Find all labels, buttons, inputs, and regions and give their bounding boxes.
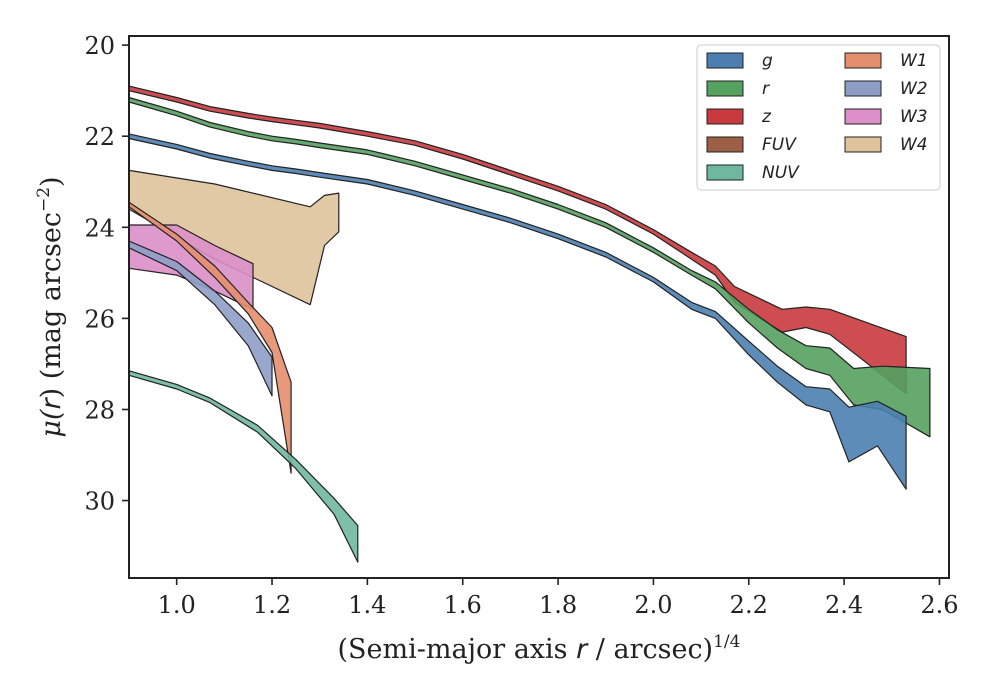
x-tick-label: 2.4 [825, 591, 863, 619]
band-w1 [128, 201, 292, 474]
legend-label-nuv: NUV [762, 163, 800, 183]
x-tick-label: 1.0 [158, 591, 196, 619]
legend-label-w1: W1 [900, 51, 928, 71]
x-axis-ticks: 1.0 1.2 1.4 1.6 1.8 2.0 2.2 2.4 2.6 [158, 578, 959, 619]
y-tick-label: 30 [84, 488, 115, 516]
legend-swatch-r [706, 80, 744, 97]
band-nuv [128, 370, 359, 563]
legend-label-z: z [761, 107, 772, 127]
x-tick-label: 1.4 [348, 591, 386, 619]
legend-label-w2: W2 [900, 79, 928, 99]
plot-frame [128, 35, 950, 579]
legend-swatch-nuv [706, 164, 744, 181]
y-tick-label: 24 [84, 214, 115, 242]
y-axis-label: μ(r) (mag arcsec−2) [34, 176, 67, 437]
legend-swatch-fuv [706, 136, 744, 153]
y-axis-ticks: 20 22 24 26 28 30 [84, 32, 129, 516]
x-tick-label: 1.6 [444, 591, 482, 619]
legend-label-w4: W4 [900, 135, 928, 155]
y-tick-label: 28 [84, 396, 115, 424]
x-tick-label: 1.8 [539, 591, 577, 619]
legend-label-w3: W3 [900, 107, 928, 127]
band-w2 [128, 240, 273, 397]
y-tick-label: 26 [84, 305, 115, 333]
x-tick-label: 2.6 [920, 591, 958, 619]
legend-swatch-g [706, 52, 744, 69]
legend-swatch-w1 [844, 52, 882, 69]
x-tick-label: 2.2 [730, 591, 768, 619]
y-tick-label: 20 [84, 32, 115, 60]
x-tick-label: 1.2 [253, 591, 291, 619]
legend-swatch-z [706, 108, 744, 125]
band-r [128, 96, 931, 438]
plot-areas [128, 85, 931, 563]
legend-label-r: r [762, 79, 770, 99]
legend-swatch-w4 [844, 136, 882, 153]
legend-label-g: g [762, 51, 773, 71]
legend-label-fuv: FUV [762, 135, 797, 155]
legend-swatch-w3 [844, 108, 882, 125]
x-tick-label: 2.0 [634, 591, 672, 619]
legend: grz FUV NUV W1 W2 W3 W4 [696, 44, 941, 191]
legend-swatch-w2 [844, 80, 882, 97]
y-tick-label: 22 [84, 123, 115, 151]
band-g [128, 133, 907, 490]
x-axis-label: (Semi-major axis r / arcsec)1/4 [338, 632, 741, 665]
